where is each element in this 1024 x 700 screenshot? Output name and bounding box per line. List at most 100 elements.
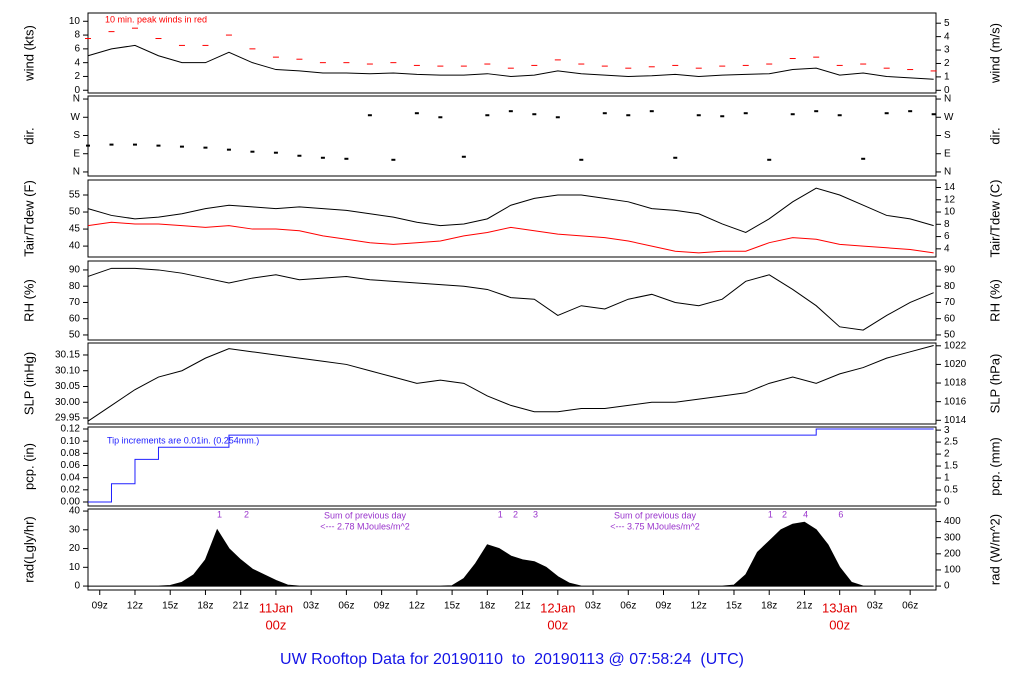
panel-frame <box>87 95 937 177</box>
dir-point <box>626 114 631 117</box>
x-tick-label: 03z <box>585 601 601 612</box>
y-tick-label: 0.10 <box>61 436 81 447</box>
dir-point <box>391 158 396 161</box>
y2-tick-label: 6 <box>944 231 950 242</box>
y2-tick-label: 0 <box>944 581 950 592</box>
series-line <box>87 221 934 254</box>
y-tick-label: 0.02 <box>61 484 81 495</box>
y-tick-label: 8 <box>74 30 80 41</box>
dir-point <box>86 144 90 147</box>
y2-tick-label: 0.5 <box>944 485 958 496</box>
y-axis-label: RH (%) <box>21 279 36 322</box>
x-tick-label: 18z <box>197 601 213 612</box>
y2-tick-label: 4 <box>944 31 950 42</box>
x-tick-label: 18z <box>479 601 495 612</box>
x-tick-label: 03z <box>867 601 883 612</box>
sun-marker: 2 <box>244 509 249 519</box>
y-tick-label: 2 <box>74 71 80 82</box>
dir-point <box>132 143 137 146</box>
step-line <box>88 428 934 503</box>
y-tick-label: 20 <box>69 543 81 554</box>
x-tick-label: 15z <box>162 601 178 612</box>
y-tick-label: 80 <box>69 281 81 292</box>
y2-tick-label: 2 <box>944 58 950 69</box>
dir-point <box>649 110 654 113</box>
x-tick-label: 18z <box>761 601 777 612</box>
y2-tick-label: 1022 <box>944 340 967 351</box>
dir-point <box>508 110 513 113</box>
x-tick-label: 15z <box>444 601 460 612</box>
x-tick-label: 21z <box>515 601 531 612</box>
dir-point <box>931 113 936 116</box>
dir-point <box>720 115 725 118</box>
dir-point <box>485 114 490 117</box>
panel-frame <box>87 508 937 591</box>
dir-point <box>579 158 584 161</box>
y-tick-label: 0.00 <box>61 497 81 508</box>
y2-tick-label: 1 <box>944 473 950 484</box>
y-tick-label: 40 <box>69 506 81 517</box>
sun-marker: 4 <box>803 509 808 519</box>
y2-tick-label: 100 <box>944 565 961 576</box>
y-tick-label: 30 <box>69 524 81 535</box>
y2-tick-label: 5 <box>944 18 950 29</box>
y-tick-label: 50 <box>69 207 81 218</box>
y2-tick-label: 60 <box>944 313 956 324</box>
y2-tick-label: S <box>944 130 951 141</box>
y2-tick-label: 4 <box>944 243 950 254</box>
y2-tick-label: 200 <box>944 548 961 559</box>
y2-tick-label: 8 <box>944 219 950 230</box>
y2-axis-label: rad (W/m^2) <box>987 514 1002 585</box>
y-tick-label: E <box>73 148 80 159</box>
series-line <box>87 187 934 234</box>
x-day-label: 13Jan <box>822 600 857 615</box>
dir-point <box>602 112 607 115</box>
y2-tick-label: 0 <box>944 85 950 96</box>
dir-point <box>367 114 372 117</box>
y-tick-label: 30.15 <box>55 350 80 361</box>
y2-tick-label: 50 <box>944 330 956 341</box>
y-tick-label: 30.00 <box>55 397 80 408</box>
x-tick-label: 12z <box>127 601 143 612</box>
x-tick-label: 06z <box>902 601 918 612</box>
y2-tick-label: 1016 <box>944 396 967 407</box>
y-tick-label: 30.05 <box>55 381 80 392</box>
panel-frame <box>87 12 937 94</box>
y2-tick-label: 2.5 <box>944 437 958 448</box>
dir-point <box>673 156 678 159</box>
y-tick-label: 10 <box>69 16 81 27</box>
y2-tick-label: 1 <box>944 72 950 83</box>
dir-point <box>461 155 466 158</box>
dir-point <box>696 114 701 117</box>
y2-tick-label: 12 <box>944 194 956 205</box>
note: <--- 2.78 MJoules/m^2 <box>320 521 410 531</box>
y2-tick-label: 1014 <box>944 415 967 426</box>
dir-point <box>344 157 349 160</box>
y-tick-label: 4 <box>74 57 80 68</box>
dir-point <box>297 154 302 157</box>
series-area <box>88 521 934 587</box>
y-tick-label: 60 <box>69 313 81 324</box>
y-axis-label: wind (kts) <box>21 25 36 82</box>
dir-point <box>908 110 913 113</box>
y2-tick-label: 80 <box>944 281 956 292</box>
sun-marker: 1 <box>768 509 773 519</box>
y-tick-label: 30.10 <box>55 365 80 376</box>
dir-point <box>156 144 161 147</box>
y-tick-label: 10 <box>69 562 81 573</box>
y2-tick-label: 1018 <box>944 378 967 389</box>
note: <--- 3.75 MJoules/m^2 <box>610 521 700 531</box>
series-line <box>87 345 934 422</box>
y2-tick-label: 1.5 <box>944 461 958 472</box>
y-tick-label: 0 <box>74 85 80 96</box>
x-tick-label: 09z <box>374 601 390 612</box>
y2-tick-label: W <box>944 112 954 123</box>
x-tick-label: 06z <box>620 601 636 612</box>
y-axis-label: rad(Lgly/hr) <box>21 516 36 582</box>
y2-tick-label: 3 <box>944 425 950 436</box>
y2-tick-label: N <box>944 94 951 105</box>
y-tick-label: 40 <box>69 241 81 252</box>
series-line <box>87 44 934 80</box>
panel-frame <box>87 342 937 425</box>
